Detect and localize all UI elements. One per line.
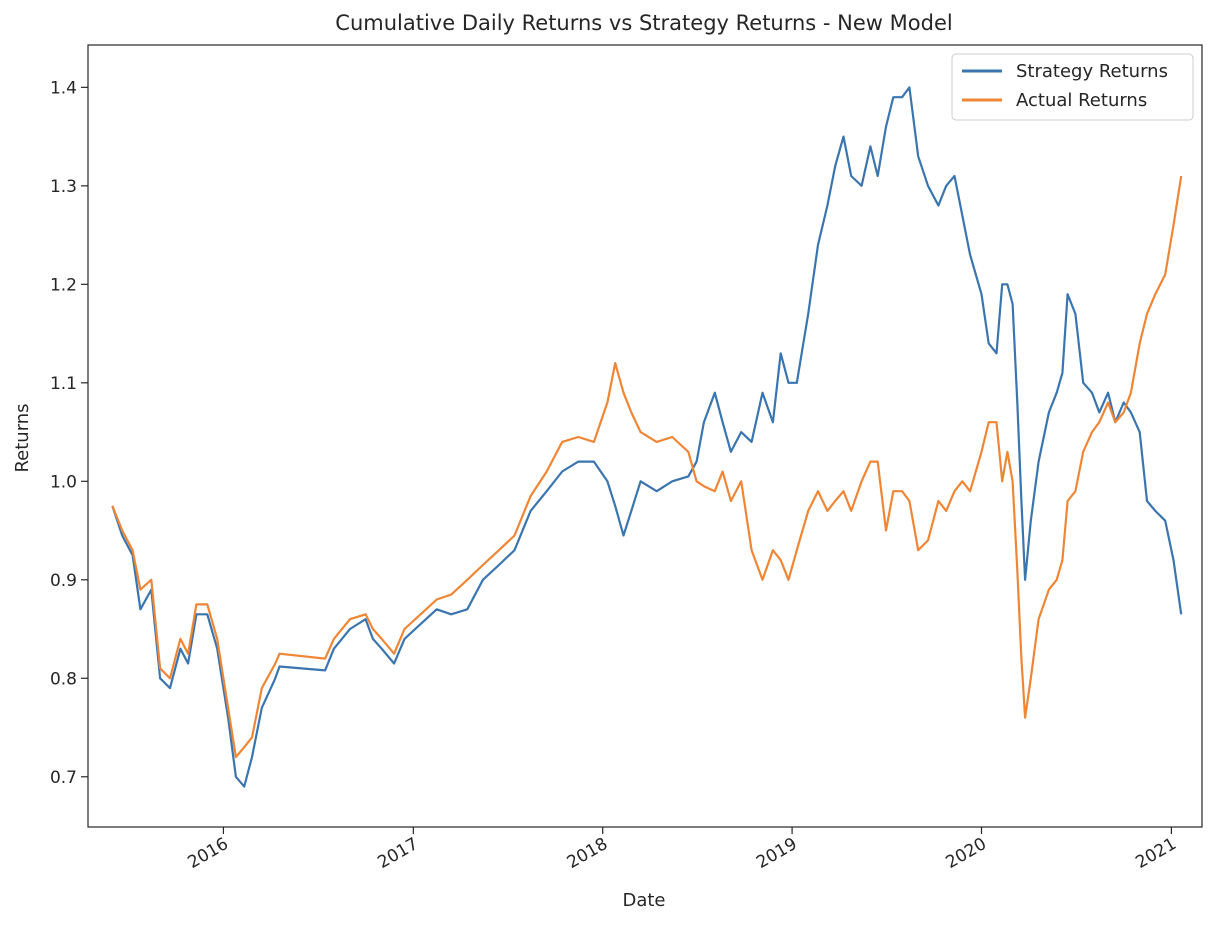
- x-tick-label: 2020: [943, 834, 990, 873]
- x-axis-label: Date: [622, 890, 665, 911]
- legend-label-actual: Actual Returns: [1016, 90, 1147, 111]
- legend: Strategy Returns Actual Returns: [951, 53, 1194, 121]
- x-tick-label: 2017: [374, 834, 421, 873]
- y-tick-label: 1.1: [50, 374, 77, 394]
- x-tick-label: 2016: [184, 834, 231, 873]
- series-layer: [111, 86, 1183, 788]
- series-line-actual-returns: [111, 175, 1183, 759]
- plot-frame: [87, 44, 1203, 828]
- y-axis: 0.7 0.8 0.9 1.0 1.1 1.2 1.3 1.4: [50, 78, 88, 788]
- y-tick-label: 1.0: [50, 472, 77, 492]
- y-tick-label: 1.3: [50, 177, 77, 197]
- y-tick-label: 0.9: [50, 571, 77, 591]
- y-tick-label: 1.2: [50, 275, 77, 295]
- y-tick-label: 0.7: [50, 768, 77, 788]
- chart-title: Cumulative Daily Returns vs Strategy Ret…: [335, 11, 952, 35]
- legend-label-strategy: Strategy Returns: [1016, 61, 1168, 82]
- y-tick-label: 1.4: [50, 78, 77, 98]
- x-tick-label: 2019: [753, 834, 800, 873]
- y-axis-label: Returns: [12, 403, 33, 472]
- x-tick-label: 2021: [1132, 834, 1179, 873]
- x-axis: 2016 2017 2018 2019 2020 2021: [184, 827, 1180, 873]
- series-line-strategy-returns: [111, 86, 1183, 788]
- x-tick-label: 2018: [564, 834, 611, 873]
- y-tick-label: 0.8: [50, 669, 77, 689]
- legend-box: [951, 53, 1194, 121]
